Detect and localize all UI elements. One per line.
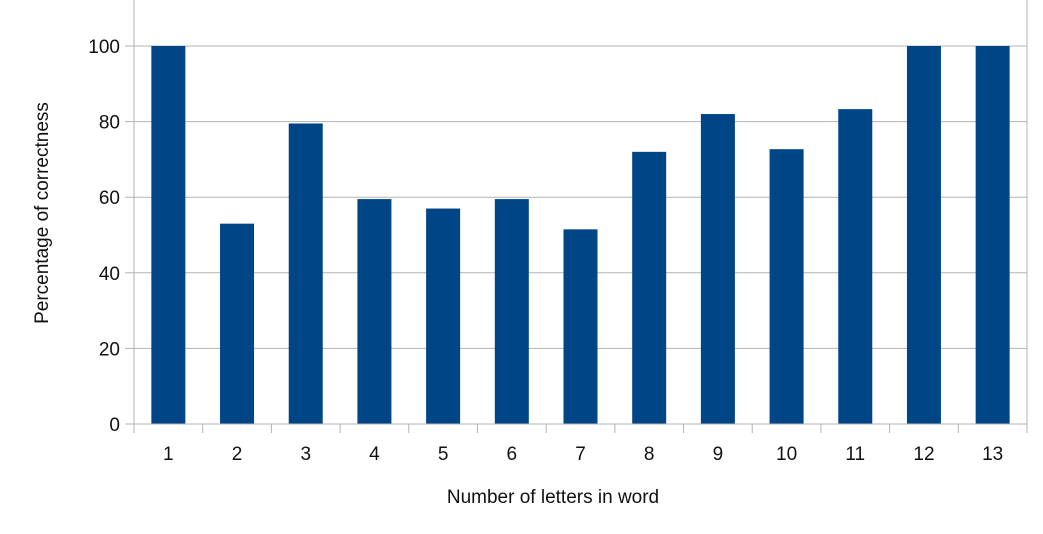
- bar-6: [494, 199, 529, 424]
- axes: [125, 0, 1028, 433]
- bar-12: [906, 46, 941, 424]
- x-tick-label: 3: [300, 444, 311, 465]
- x-tick-label: 4: [369, 444, 380, 465]
- x-tick-label: 8: [644, 444, 655, 465]
- bar-13: [975, 46, 1010, 424]
- y-tick-label: 40: [99, 264, 120, 285]
- x-tick-label: 7: [575, 444, 586, 465]
- bar-8: [632, 151, 667, 424]
- x-axis-title: Number of letters in word: [447, 487, 659, 508]
- bar-2: [220, 223, 255, 424]
- x-tick-label: 13: [982, 444, 1003, 465]
- bar-5: [426, 208, 461, 424]
- x-tick-label: 11: [845, 444, 865, 465]
- y-tick-label: 60: [99, 188, 120, 209]
- bar-10: [769, 149, 804, 424]
- x-tick-label: 12: [913, 444, 934, 465]
- bar-9: [700, 114, 735, 424]
- bar-4: [357, 199, 392, 424]
- y-axis-title: Percentage of correctness: [32, 102, 53, 324]
- y-tick-label: 80: [99, 113, 120, 134]
- bars: [151, 46, 1010, 425]
- x-tick-label: 2: [232, 444, 243, 465]
- y-tick-label: 0: [109, 415, 120, 436]
- bar-3: [288, 123, 323, 425]
- y-tick-label: 100: [88, 37, 120, 58]
- x-tick-label: 9: [713, 444, 724, 465]
- x-tick-label: 5: [438, 444, 449, 465]
- x-tick-label: 6: [507, 444, 518, 465]
- bar-11: [838, 109, 873, 424]
- x-tick-label: 1: [163, 444, 174, 465]
- bar-1: [151, 46, 186, 424]
- grid-lines: [134, 45, 1027, 349]
- x-tick-label: 10: [776, 444, 797, 465]
- y-tick-label: 20: [99, 339, 120, 360]
- bar-7: [563, 229, 598, 424]
